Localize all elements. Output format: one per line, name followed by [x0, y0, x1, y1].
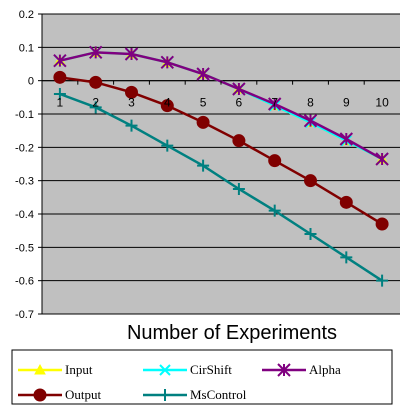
marker-asterisk: [160, 55, 175, 70]
legend-label: Alpha: [309, 362, 341, 377]
y-tick-label: 0.1: [19, 42, 34, 54]
marker-asterisk: [232, 82, 246, 96]
marker-asterisk: [196, 67, 210, 81]
marker-asterisk: [267, 97, 282, 111]
marker-plus: [197, 159, 210, 172]
marker-circle: [196, 115, 210, 129]
legend-label: MsControl: [190, 387, 247, 402]
x-tick-label: 2: [92, 96, 99, 110]
legend-box: [11, 349, 393, 405]
legend-item-input: Input: [18, 362, 93, 377]
x-tick-label: 10: [375, 96, 389, 110]
y-axis-ticks: 0.2 0.1 0 -0.1 -0.2 -0.3 -0.4 -0.5 -0.6 -0.7: [15, 9, 42, 321]
marker-x: [159, 364, 171, 376]
x-tick-label: 1: [57, 96, 64, 110]
plot-area: [42, 14, 400, 314]
y-tick-label: 0: [28, 76, 34, 88]
y-tick-label: -0.5: [15, 242, 34, 254]
marker-circle: [232, 134, 246, 148]
marker-asterisk: [88, 45, 103, 60]
x-tick-label: 6: [236, 96, 243, 110]
marker-circle: [160, 99, 174, 113]
marker-plus: [340, 251, 353, 264]
x-axis-ticks: 1 2 3 4 5 6 7 8 9 10: [41, 80, 389, 110]
x-tick-label: 4: [164, 96, 171, 110]
marker-circle: [304, 174, 317, 188]
legend-label: Input: [65, 362, 93, 377]
legend-label: CirShift: [190, 362, 232, 377]
marker-plus: [304, 228, 317, 240]
x-tick-label: 9: [343, 96, 350, 110]
legend-item-alpha: Alpha: [262, 362, 341, 377]
marker-plus: [53, 88, 66, 100]
marker-circle: [339, 195, 353, 209]
legend-item-mscontrol: MsControl: [143, 387, 247, 402]
marker-plus: [376, 274, 389, 287]
y-tick-label: -0.3: [15, 176, 34, 188]
series-lines: [53, 45, 389, 287]
marker-asterisk: [53, 53, 67, 68]
marker-triangle: [34, 363, 46, 375]
marker-circle: [268, 154, 282, 168]
marker-plus: [89, 101, 102, 114]
y-tick-label: -0.1: [15, 109, 34, 121]
legend: Input CirShift Alpha Output MsControl: [18, 362, 341, 402]
marker-circle: [33, 388, 47, 402]
marker-plus: [161, 139, 174, 152]
marker-circle: [125, 85, 138, 99]
marker-circle: [375, 217, 389, 231]
y-tick-label: -0.7: [15, 309, 34, 321]
y-tick-label: -0.4: [15, 209, 34, 221]
marker-plus: [268, 204, 281, 217]
series-mscontrol: [53, 88, 389, 287]
marker-plus: [232, 183, 245, 195]
marker-asterisk: [124, 47, 139, 61]
series-line: [59, 76, 383, 226]
marker-circle: [53, 70, 67, 84]
legend-label: Output: [65, 387, 102, 402]
x-tick-label: 8: [307, 96, 314, 110]
y-tick-label: -0.6: [15, 276, 34, 288]
x-tick-label: 3: [128, 96, 135, 110]
marker-asterisk: [339, 132, 354, 146]
x-tick-label: 7: [271, 96, 278, 110]
legend-item-cirshift: CirShift: [143, 362, 232, 377]
y-tick-label: 0.2: [19, 9, 34, 21]
marker-asterisk: [303, 113, 318, 128]
marker-asterisk: [375, 152, 389, 166]
marker-circle: [89, 75, 103, 89]
legend-item-output: Output: [18, 387, 102, 402]
marker-asterisk: [277, 363, 291, 377]
series-line: [59, 92, 383, 282]
marker-plus: [159, 389, 171, 401]
x-axis-label: Number of Experiments: [127, 322, 337, 344]
marker-plus: [125, 119, 138, 132]
y-tick-label: -0.2: [15, 142, 34, 154]
x-tick-label: 5: [200, 96, 207, 110]
series-output: [53, 70, 389, 231]
